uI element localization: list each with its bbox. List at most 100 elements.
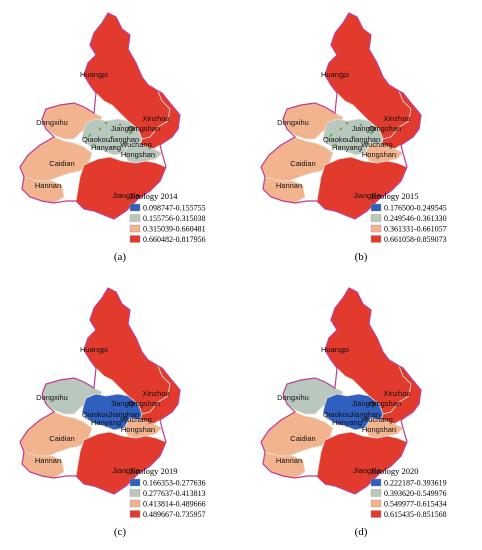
label-xinzhou: Xinzhou bbox=[142, 114, 169, 123]
legend-swatch-2 bbox=[370, 214, 382, 222]
label-huangpi: Huangpi bbox=[80, 345, 108, 354]
legend-title: Ecology 2020 bbox=[371, 466, 418, 476]
label-wuchang: Wuchang bbox=[120, 415, 152, 424]
panel-label: (d) bbox=[355, 526, 368, 538]
label-xinzhou: Xinzhou bbox=[383, 114, 410, 123]
speck bbox=[333, 143, 337, 147]
label-jiangan: Jiangan bbox=[352, 399, 378, 408]
speck bbox=[329, 133, 333, 137]
label-hanyang: Hanyang bbox=[332, 143, 362, 152]
speck bbox=[110, 135, 114, 139]
legend-swatch-1 bbox=[370, 203, 382, 212]
label-wuchang: Wuchang bbox=[361, 415, 393, 424]
legend-range-4: 0.660482-0.817956 bbox=[143, 235, 206, 244]
label-hanyang: Hanyang bbox=[91, 143, 121, 152]
speck bbox=[92, 143, 96, 147]
label-jiangan: Jiangan bbox=[111, 399, 137, 408]
legend-swatch-3 bbox=[370, 224, 382, 233]
label-xinzhou: Xinzhou bbox=[142, 389, 169, 398]
speck bbox=[104, 121, 108, 125]
label-hongshan: Hongshan bbox=[362, 150, 396, 159]
label-jiangxia: Jiangxia bbox=[353, 191, 381, 200]
legend-swatch-3 bbox=[129, 499, 141, 508]
district-hongshan bbox=[123, 417, 163, 439]
speck bbox=[88, 133, 92, 137]
speck bbox=[369, 131, 373, 135]
label-hannan: Hannan bbox=[276, 456, 302, 465]
boundary-outline bbox=[19, 12, 181, 220]
legend-swatch-1 bbox=[129, 203, 141, 212]
legend-range-1: 0.166353-0.277636 bbox=[143, 479, 206, 488]
legend-swatch-2 bbox=[129, 489, 141, 497]
label-jianghan: Jianghan bbox=[109, 135, 139, 144]
label-qiaokou: Qiaokou bbox=[82, 410, 110, 419]
speck bbox=[353, 145, 357, 149]
speck bbox=[112, 145, 116, 149]
label-jianghan: Jianghan bbox=[350, 135, 380, 144]
speck bbox=[345, 121, 349, 125]
legend-swatch-3 bbox=[129, 224, 141, 233]
label-hongshan: Hongshan bbox=[121, 150, 155, 159]
legend-range-1: 0.098747-0.155755 bbox=[143, 204, 206, 213]
label-hannan: Hannan bbox=[276, 181, 302, 190]
label-qingshan: Qingshan bbox=[128, 124, 160, 133]
district-hongshan bbox=[123, 142, 163, 164]
speck bbox=[98, 127, 102, 131]
label-qingshan: Qingshan bbox=[369, 124, 401, 133]
legend-range-3: 0.413814-0.489666 bbox=[143, 500, 206, 509]
label-jiangxia: Jiangxia bbox=[112, 466, 140, 475]
label-qingshan: Qingshan bbox=[369, 399, 401, 408]
legend-swatch-4 bbox=[370, 510, 382, 518]
legend-range-4: 0.489667-0.735957 bbox=[143, 510, 206, 519]
label-caidian: Caidian bbox=[290, 159, 315, 168]
boundary-outline bbox=[260, 12, 422, 220]
legend-range-4: 0.615435-0.851568 bbox=[384, 510, 447, 519]
legend-range-2: 0.249546-0.361330 bbox=[384, 214, 447, 223]
label-jianghan: Jianghan bbox=[350, 410, 380, 419]
label-hongshan: Hongshan bbox=[121, 425, 155, 434]
label-hannan: Hannan bbox=[35, 181, 61, 190]
speck bbox=[359, 123, 363, 127]
center-core bbox=[337, 400, 361, 422]
legend-range-4: 0.661058-0.859073 bbox=[384, 235, 447, 244]
label-caidian: Caidian bbox=[49, 434, 74, 443]
speck bbox=[339, 127, 343, 131]
speck bbox=[351, 135, 355, 139]
panel-label: (c) bbox=[114, 526, 127, 538]
panel-label: (b) bbox=[355, 251, 368, 263]
label-huangpi: Huangpi bbox=[321, 70, 349, 79]
label-qiaokou: Qiaokou bbox=[323, 410, 351, 419]
legend-range-2: 0.277637-0.413813 bbox=[143, 489, 206, 498]
legend: Ecology 2020 0.222187-0.3936190.393620-0.… bbox=[370, 466, 447, 519]
legend-range-3: 0.315039-0.660481 bbox=[143, 225, 206, 234]
label-hanyang: Hanyang bbox=[332, 418, 362, 427]
label-jiangan: Jiangan bbox=[352, 124, 378, 133]
label-dongxihu: Dongxihu bbox=[277, 118, 309, 127]
boundary-outline bbox=[260, 287, 422, 495]
legend-title: Ecology 2019 bbox=[130, 466, 177, 476]
label-wuchang: Wuchang bbox=[120, 140, 152, 149]
label-huangpi: Huangpi bbox=[80, 70, 108, 79]
legend-swatch-4 bbox=[129, 235, 141, 243]
legend-swatch-3 bbox=[370, 499, 382, 508]
legend-range-3: 0.549977-0.615434 bbox=[384, 500, 447, 509]
label-dongxihu: Dongxihu bbox=[277, 393, 309, 402]
panel-label: (a) bbox=[114, 251, 127, 263]
label-huangpi: Huangpi bbox=[321, 345, 349, 354]
legend-swatch-4 bbox=[129, 510, 141, 518]
legend-range-1: 0.222187-0.393619 bbox=[384, 479, 447, 488]
label-dongxihu: Dongxihu bbox=[36, 393, 68, 402]
legend-range-2: 0.393620-0.549976 bbox=[384, 489, 447, 498]
legend-swatch-2 bbox=[129, 214, 141, 222]
boundary-outline bbox=[19, 287, 181, 495]
center-core bbox=[96, 400, 120, 422]
label-qiaokou: Qiaokou bbox=[82, 135, 110, 144]
label-qingshan: Qingshan bbox=[128, 399, 160, 408]
label-wuchang: Wuchang bbox=[361, 140, 393, 149]
legend-swatch-4 bbox=[370, 235, 382, 243]
speck bbox=[118, 123, 122, 127]
speck bbox=[128, 131, 132, 135]
